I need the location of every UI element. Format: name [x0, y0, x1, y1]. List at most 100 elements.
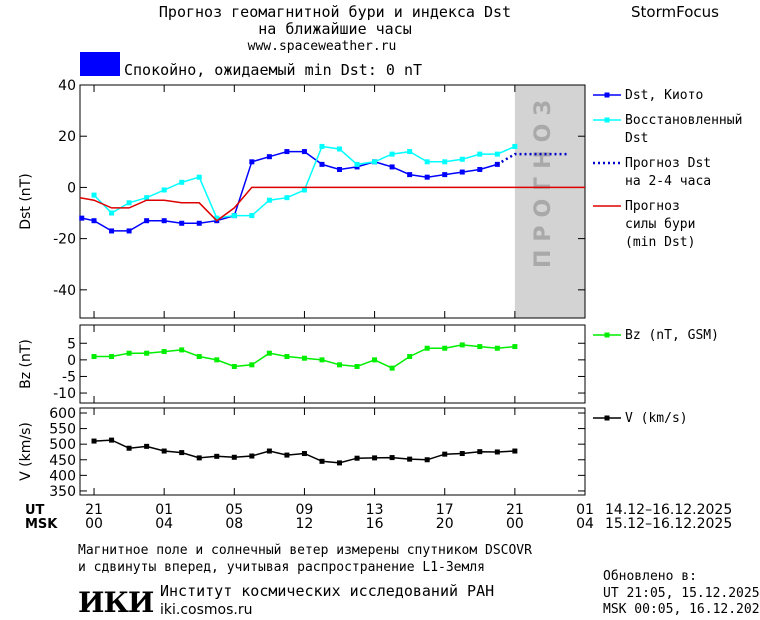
x-range: 15.12–16.12.2025: [605, 516, 732, 532]
series-line: [496, 152, 568, 166]
data-point: [372, 357, 378, 363]
data-point: [91, 438, 97, 444]
data-point: [196, 220, 202, 226]
data-point: [249, 453, 255, 459]
series-line: [79, 186, 585, 222]
data-point: [126, 200, 132, 206]
y-tick-label: 5: [67, 336, 76, 352]
x-tick-label: 05: [225, 502, 243, 518]
data-point: [494, 151, 500, 157]
data-point: [161, 187, 167, 193]
data-point: [126, 445, 132, 451]
data-point: [337, 460, 343, 466]
data-point: [512, 143, 518, 149]
data-point: [477, 166, 483, 172]
data-point: [301, 451, 307, 457]
legend-label: Bz (nT, GSM): [625, 328, 719, 343]
data-point: [477, 151, 483, 157]
data-point: [424, 345, 430, 351]
data-point: [161, 448, 167, 454]
data-point: [266, 197, 272, 203]
data-point: [91, 354, 97, 360]
data-point: [179, 347, 185, 353]
data-point: [389, 151, 395, 157]
data-point: [354, 161, 360, 167]
status-text: Спокойно, ожидаемый min Dst: 0 nT: [124, 61, 422, 79]
title-line: Прогноз геомагнитной бури и индекса Dst: [159, 3, 511, 21]
data-point: [407, 354, 413, 360]
x-tick-label-msk: 12: [296, 516, 314, 532]
data-point: [407, 149, 413, 155]
data-point: [196, 455, 202, 461]
logo: ИКИ: [78, 586, 154, 619]
data-point: [494, 345, 500, 351]
data-point: [424, 174, 430, 180]
data-point: [407, 172, 413, 178]
plot-frame: [79, 407, 586, 496]
data-point: [442, 172, 448, 178]
data-point: [372, 455, 378, 461]
data-point: [196, 174, 202, 180]
data-point: [389, 455, 395, 461]
data-point: [494, 449, 500, 455]
legend-label: Dst, Киото: [625, 88, 703, 103]
y-tick-label: 20: [58, 129, 76, 145]
data-point: [442, 159, 448, 165]
plot-frame: [79, 84, 586, 319]
x-tick-label-msk: 08: [225, 516, 243, 532]
legend-label: Прогноз силы бури (min Dst): [625, 199, 695, 250]
y-tick-label: 600: [49, 406, 76, 422]
x-tick-label-msk: 20: [436, 516, 454, 532]
data-point: [442, 345, 448, 351]
data-point: [301, 149, 307, 155]
y-tick-label: 400: [49, 468, 76, 484]
data-point: [161, 218, 167, 224]
title-line: на ближайшие часы: [258, 20, 412, 38]
y-tick-label: 350: [49, 484, 76, 500]
updated-title: Обновлено в:: [603, 569, 697, 584]
x-row-title: UT: [25, 503, 45, 518]
data-point: [477, 449, 483, 455]
brand: StormFocus: [631, 3, 719, 21]
forecast-region: [514, 85, 585, 318]
data-point: [196, 354, 202, 360]
data-point: [266, 448, 272, 454]
data-point: [284, 354, 290, 360]
data-point: [144, 350, 150, 356]
data-point: [109, 210, 115, 216]
legend-marker: [604, 117, 610, 123]
legend-marker: [604, 415, 610, 421]
data-point: [284, 195, 290, 201]
data-point: [337, 166, 343, 172]
data-point: [79, 215, 85, 221]
y-tick-label: 550: [49, 422, 76, 438]
data-point: [301, 187, 307, 193]
data-point: [424, 159, 430, 165]
data-point: [512, 448, 518, 454]
data-point: [266, 350, 272, 356]
y-tick-label: 500: [49, 437, 76, 453]
legend-label: V (km/s): [625, 411, 688, 426]
x-tick-label: 01: [155, 502, 173, 518]
data-point: [512, 344, 518, 350]
data-point: [319, 161, 325, 167]
data-point: [354, 363, 360, 369]
data-point: [161, 349, 167, 355]
data-point: [179, 179, 185, 185]
y-axis-label: Dst (nT): [18, 173, 34, 229]
data-point: [91, 218, 97, 224]
x-tick-label-msk: 16: [366, 516, 384, 532]
data-point: [424, 457, 430, 463]
data-point: [249, 159, 255, 165]
data-point: [126, 228, 132, 234]
data-point: [442, 451, 448, 457]
data-point: [214, 357, 220, 363]
data-point: [372, 159, 378, 165]
x-tick-label-msk: 04: [576, 516, 594, 532]
y-axis-label: Bz (nT): [18, 339, 34, 389]
data-point: [109, 354, 115, 360]
y-tick-label: 450: [49, 453, 76, 469]
url: www.spaceweather.ru: [248, 39, 397, 54]
x-tick-label: 13: [366, 502, 384, 518]
